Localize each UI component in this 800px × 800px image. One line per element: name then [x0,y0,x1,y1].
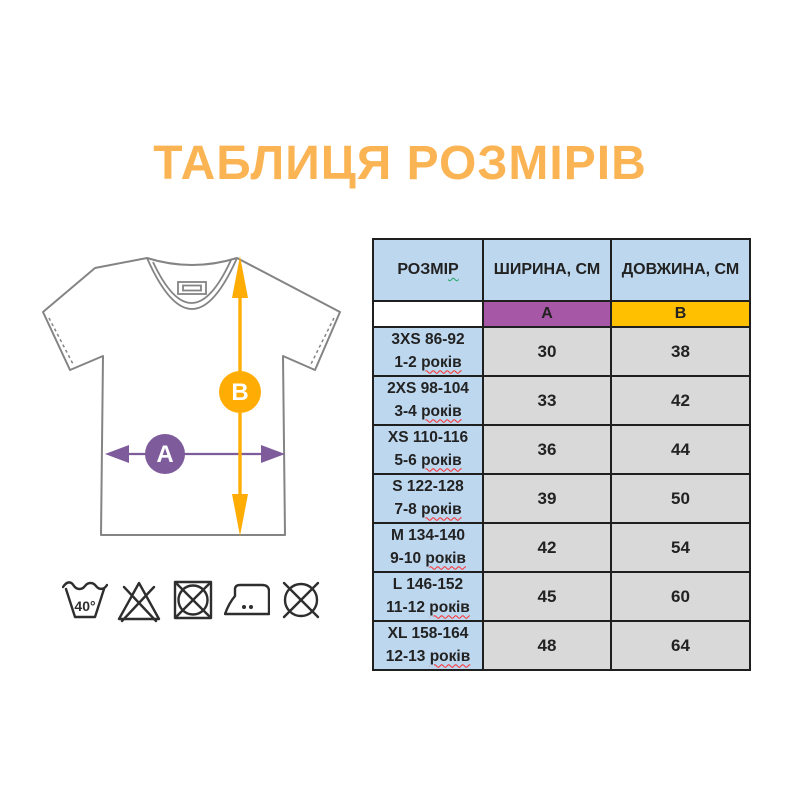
length-value-cell: 54 [610,522,751,573]
size-table: РОЗМІР ШИРИНА, СМ ДОВЖИНА, СМ A B 3XS 86… [372,238,751,671]
length-value-cell: 38 [610,326,751,377]
size-cell: 3XS 86-92 1-2 років [372,326,484,377]
col-header-width: ШИРИНА, СМ [482,238,612,302]
width-value-cell: 39 [482,473,612,524]
size-label: M 134-140 [390,527,466,545]
arrow-up-head [232,256,248,298]
table-row: 3XS 86-92 1-2 років 30 38 [372,326,751,377]
size-cell: XL 158-164 12-13 років [372,620,484,671]
marker-a-circle [145,434,185,474]
do-not-dry-clean-icon [282,581,320,619]
size-cell: 2XS 98-104 3-4 років [372,375,484,426]
col-header-length: ДОВЖИНА, СМ [610,238,751,302]
spellcheck-red-squiggle: років [429,647,471,665]
age-label: 5-6 років [394,451,462,469]
age-label: 7-8 років [394,500,462,518]
blank-cell [372,300,484,328]
table-row: L 146-152 11-12 років 45 60 [372,571,751,622]
size-table-body: 3XS 86-92 1-2 років 30 38 2XS 98-104 3-4… [372,326,751,671]
spellcheck-red-squiggle: років [421,500,462,518]
size-label: XS 110-116 [387,429,469,447]
size-label: XL 158-164 [387,625,469,643]
marker-b-cell: B [610,300,751,328]
arrow-right-head [261,445,285,463]
width-value-cell: 42 [482,522,612,573]
size-label: 3XS 86-92 [391,331,465,349]
size-cell: S 122-128 7-8 років [372,473,484,524]
width-value-cell: 48 [482,620,612,671]
spellcheck-red-squiggle: років [421,353,462,371]
width-value-cell: 33 [482,375,612,426]
age-label: 9-10 років [390,549,466,567]
length-value-cell: 42 [610,375,751,426]
length-value-cell: 60 [610,571,751,622]
col-header-size: РОЗМІР [372,238,484,302]
spellcheck-red-squiggle: років [429,598,470,616]
spellcheck-green-squiggle: Р [448,261,459,278]
table-row: XS 110-116 5-6 років 36 44 [372,424,751,475]
size-cell: XS 110-116 5-6 років [372,424,484,475]
size-cell: M 134-140 9-10 років [372,522,484,573]
size-cell: L 146-152 11-12 років [372,571,484,622]
care-symbols-row: 40° [62,577,324,623]
length-value-cell: 64 [610,620,751,671]
width-value-cell: 30 [482,326,612,377]
age-label: 3-4 років [394,402,462,420]
marker-b-letter: B [231,379,248,406]
spellcheck-red-squiggle: років [421,451,462,469]
marker-a-letter: A [156,441,173,468]
width-value-cell: 45 [482,571,612,622]
table-row: 2XS 98-104 3-4 років 33 42 [372,375,751,426]
marker-row: A B [372,300,751,328]
table-header-row: РОЗМІР ШИРИНА, СМ ДОВЖИНА, СМ [372,238,751,302]
age-label: 1-2 років [394,353,462,371]
table-row: M 134-140 9-10 років 42 54 [372,522,751,573]
spellcheck-red-squiggle: років [421,402,462,420]
do-not-bleach-icon [117,581,161,623]
neck-label-tag-inner [182,284,202,292]
tshirt-outline-shape [42,257,341,536]
marker-b-circle [219,371,261,413]
neck-label-tag [177,281,207,295]
size-label: 2XS 98-104 [387,380,469,398]
marker-a-cell: A [482,300,612,328]
arrow-left-head [105,445,129,463]
width-value-cell: 36 [482,424,612,475]
size-label: S 122-128 [392,478,464,496]
do-not-tumble-dry-icon [173,580,213,620]
wash-40-icon: 40° [62,581,108,619]
collar-inner-line [152,259,232,304]
length-value-cell: 50 [610,473,751,524]
table-row: XL 158-164 12-13 років 48 64 [372,620,751,671]
tshirt-diagram: A B [42,256,341,536]
length-arrow-b: B [219,256,261,536]
age-label: 12-13 років [385,647,471,665]
age-label: 11-12 років [386,598,470,616]
svg-text:40°: 40° [74,598,95,614]
right-cuff-stitch [310,317,335,365]
page-title: ТАБЛИЦЯ РОЗМІРІВ [153,137,647,190]
arrow-down-head [232,494,248,536]
width-arrow-a: A [105,434,285,474]
spellcheck-red-squiggle: років [425,549,466,567]
collar-outer-line [146,257,238,310]
length-value-cell: 44 [610,424,751,475]
table-row: S 122-128 7-8 років 39 50 [372,473,751,524]
iron-medium-icon [224,583,270,616]
left-cuff-stitch [48,317,74,365]
size-label: L 146-152 [392,576,464,594]
